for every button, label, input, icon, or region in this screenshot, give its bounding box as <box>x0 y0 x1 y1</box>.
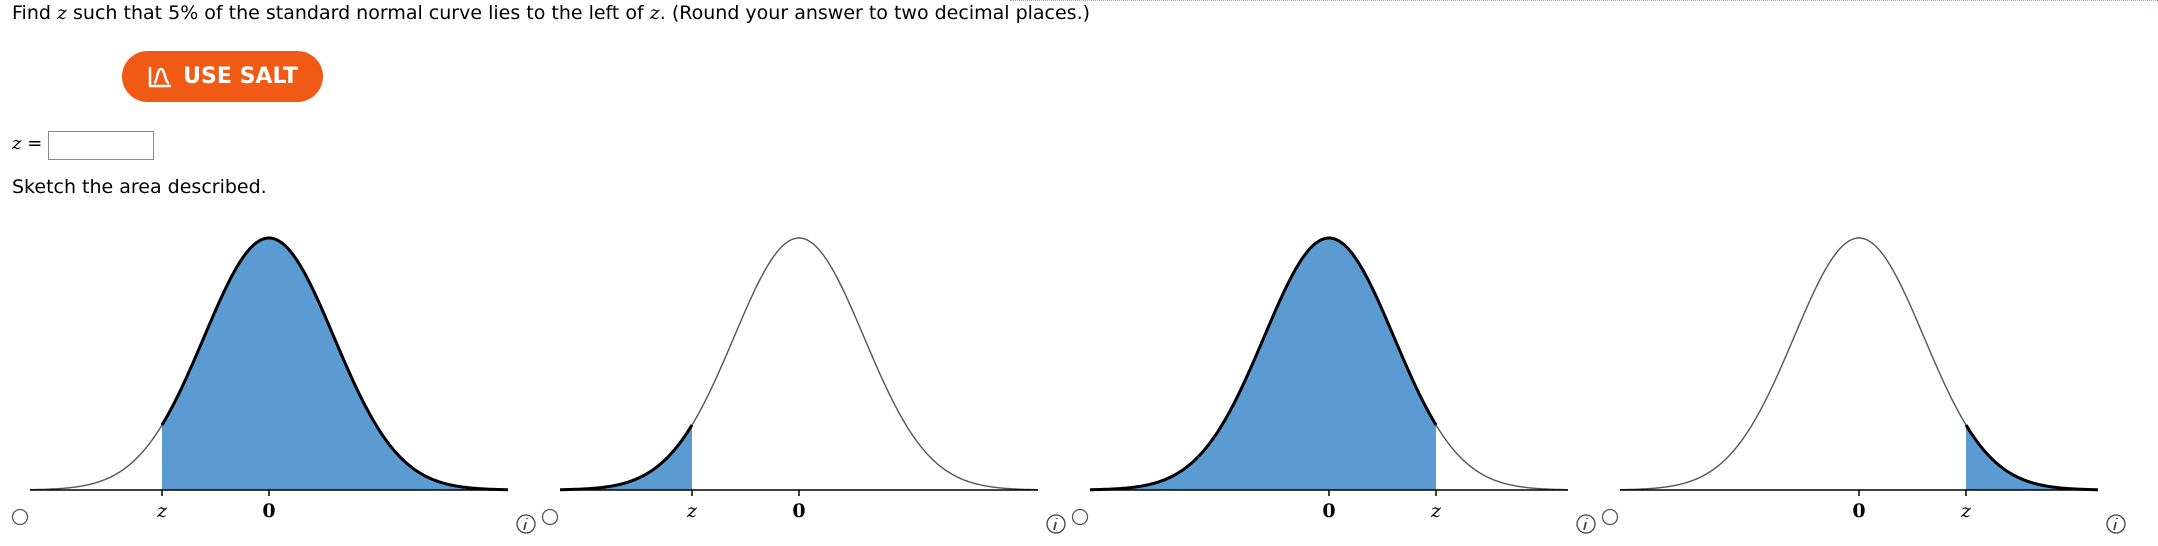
radio-button[interactable] <box>541 508 559 526</box>
salt-icon <box>148 66 172 87</box>
shaded-area <box>1966 425 2098 490</box>
options: z 0 z 0 0 z 0 z <box>11 236 2126 534</box>
tick-label: z <box>1430 500 1442 522</box>
shaded-area <box>560 425 692 490</box>
answer-input[interactable] <box>48 131 154 160</box>
curve-highlight <box>1090 236 1438 492</box>
divider <box>1010 0 2158 1</box>
curve <box>1620 237 2098 491</box>
question: Find z such that 5% of the standard norm… <box>12 2 1090 24</box>
shaded-area <box>162 238 508 490</box>
tick-label: z <box>1960 500 1972 522</box>
curve-highlight <box>1964 424 2098 492</box>
info-icon-glyph <box>2113 518 2118 531</box>
equals: = <box>27 133 43 154</box>
info-icon-glyph <box>523 518 528 531</box>
radio-button[interactable] <box>11 508 29 526</box>
text: . (Round your answer to two decimal plac… <box>659 2 1091 24</box>
use-salt-button[interactable]: USE SALT <box>122 51 323 102</box>
tick-label: z <box>686 500 698 522</box>
shaded-area <box>1090 238 1436 490</box>
info-icon-glyph <box>1053 518 1058 531</box>
curve-highlight <box>160 236 508 492</box>
curve-highlight <box>560 424 694 492</box>
radio-button[interactable] <box>1071 508 1089 526</box>
tick-label: 0 <box>1852 500 1865 522</box>
curve <box>560 237 1038 491</box>
answer-label: z = <box>12 133 42 154</box>
tick-label: 0 <box>1322 500 1335 522</box>
info-icon-glyph <box>1583 518 1588 531</box>
tick-label: 0 <box>262 500 275 522</box>
variable: z <box>56 2 67 24</box>
sketch-prompt: Sketch the area described. <box>12 176 267 198</box>
variable: z <box>649 2 660 24</box>
text: such that 5% of the standard normal curv… <box>66 2 650 24</box>
text: Find <box>12 2 57 24</box>
radio-button[interactable] <box>1601 508 1619 526</box>
tick-label: 0 <box>792 500 805 522</box>
variable: z <box>12 133 22 154</box>
button-label: USE SALT <box>183 64 298 89</box>
tick-label: z <box>156 500 168 522</box>
